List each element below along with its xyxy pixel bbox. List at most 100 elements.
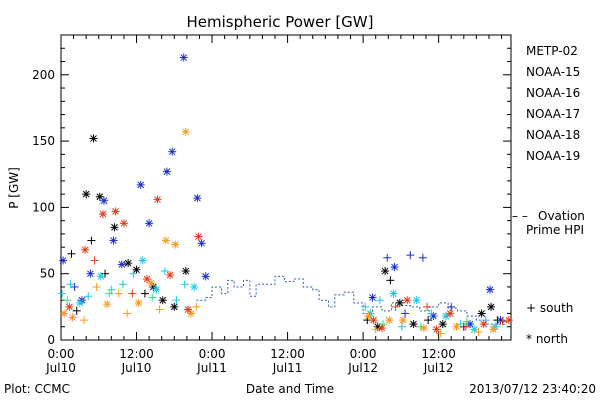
data-point bbox=[90, 256, 99, 265]
data-point bbox=[406, 251, 415, 260]
data-point bbox=[487, 302, 496, 311]
marker-stroke bbox=[162, 237, 170, 244]
marker-stroke bbox=[433, 326, 440, 333]
marker-stroke bbox=[391, 263, 398, 271]
marker-stroke bbox=[135, 299, 142, 307]
marker-stroke bbox=[370, 316, 377, 324]
data-point bbox=[409, 320, 418, 329]
marker-stroke bbox=[184, 306, 192, 313]
marker-stroke bbox=[413, 296, 420, 304]
legend-north: * north bbox=[526, 332, 568, 346]
x-tick-label-date: Jul11 bbox=[196, 361, 227, 375]
legend-item: METP-02 bbox=[526, 44, 578, 58]
data-point bbox=[427, 309, 436, 318]
ovation-line bbox=[196, 275, 506, 325]
data-point bbox=[118, 280, 127, 289]
marker-stroke bbox=[139, 257, 147, 264]
data-point bbox=[75, 298, 84, 307]
data-point bbox=[187, 309, 196, 318]
data-point bbox=[128, 289, 137, 298]
data-point bbox=[486, 285, 495, 294]
marker-stroke bbox=[171, 241, 179, 248]
data-point bbox=[162, 167, 171, 176]
data-point bbox=[138, 256, 147, 265]
marker-stroke bbox=[453, 323, 460, 331]
data-point bbox=[368, 293, 377, 302]
data-point bbox=[119, 219, 128, 228]
marker-stroke bbox=[153, 286, 160, 293]
marker-stroke bbox=[486, 286, 494, 293]
marker-stroke bbox=[133, 266, 140, 274]
data-point bbox=[148, 293, 157, 302]
data-point bbox=[86, 269, 95, 278]
marker-stroke bbox=[103, 300, 111, 308]
marker-stroke bbox=[100, 197, 108, 205]
x-tick-label-date: Jul10 bbox=[45, 361, 76, 375]
data-point bbox=[412, 296, 421, 305]
plot-area bbox=[60, 34, 512, 341]
data-point bbox=[377, 324, 386, 333]
marker-stroke bbox=[110, 237, 117, 244]
data-point bbox=[65, 302, 74, 311]
data-points bbox=[58, 53, 513, 338]
marker-stroke bbox=[143, 275, 151, 283]
marker-stroke bbox=[403, 296, 411, 304]
data-point bbox=[168, 147, 177, 156]
x-tick-label-date: Jul12 bbox=[423, 361, 454, 375]
marker-stroke bbox=[187, 310, 195, 317]
data-point bbox=[474, 328, 483, 337]
data-point bbox=[371, 325, 380, 334]
y-tick-label: 50 bbox=[40, 267, 55, 281]
marker-stroke bbox=[147, 279, 155, 287]
data-point bbox=[389, 289, 398, 298]
data-point bbox=[84, 292, 93, 301]
marker-stroke bbox=[81, 246, 89, 254]
data-point bbox=[111, 207, 120, 216]
data-point bbox=[361, 302, 370, 311]
marker-stroke bbox=[439, 320, 447, 328]
data-point bbox=[180, 280, 189, 289]
x-tick-label-time: 0:00 bbox=[350, 347, 377, 361]
marker-stroke bbox=[480, 320, 488, 328]
data-point bbox=[462, 317, 471, 326]
marker-stroke bbox=[76, 299, 84, 307]
x-axis: 0:00Jul1012:00Jul100:00Jul1112:00Jul110:… bbox=[45, 35, 503, 375]
chart-title: Hemispheric Power [GW] bbox=[187, 13, 374, 31]
data-point bbox=[68, 313, 77, 322]
data-point bbox=[423, 302, 432, 311]
data-point bbox=[489, 325, 498, 334]
data-point bbox=[194, 232, 203, 241]
data-point bbox=[498, 317, 507, 326]
data-point bbox=[124, 259, 133, 268]
data-point bbox=[98, 210, 107, 219]
marker-stroke bbox=[60, 310, 68, 317]
legend-south: + south bbox=[526, 301, 573, 315]
marker-stroke bbox=[194, 194, 201, 202]
x-tick-label-time: 12:00 bbox=[270, 347, 305, 361]
data-point bbox=[60, 309, 69, 318]
marker-stroke bbox=[82, 190, 90, 198]
marker-stroke bbox=[399, 316, 407, 324]
legend-item: NOAA-17 bbox=[526, 107, 580, 121]
legend-item: NOAA-15 bbox=[526, 65, 580, 79]
data-point bbox=[87, 236, 96, 245]
data-point bbox=[441, 312, 450, 321]
legend-item: NOAA-16 bbox=[526, 86, 580, 100]
data-point bbox=[192, 302, 201, 311]
data-point bbox=[390, 263, 399, 272]
data-point bbox=[432, 325, 441, 334]
data-point bbox=[452, 322, 461, 331]
data-point bbox=[80, 316, 89, 325]
legend-ovation-marker: – – bbox=[512, 209, 528, 223]
data-point bbox=[72, 306, 81, 315]
marker-stroke bbox=[87, 270, 94, 278]
x-tick-label-time: 0:00 bbox=[199, 347, 226, 361]
data-point bbox=[496, 316, 505, 325]
legend-item: NOAA-19 bbox=[526, 149, 580, 163]
data-point bbox=[171, 240, 180, 249]
marker-stroke bbox=[182, 128, 190, 136]
marker-stroke bbox=[410, 320, 417, 328]
data-point bbox=[59, 256, 68, 265]
marker-stroke bbox=[190, 283, 198, 291]
marker-stroke bbox=[381, 267, 389, 275]
